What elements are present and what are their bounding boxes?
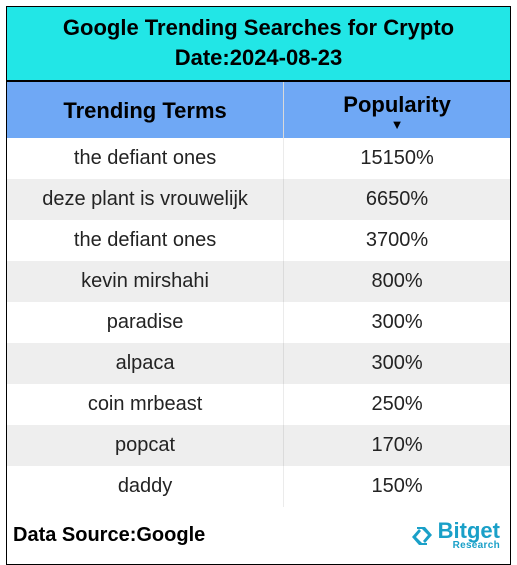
table-row: daddy150%: [7, 466, 510, 507]
brand-name: Bitget: [438, 521, 500, 541]
table-row: coin mrbeast250%: [7, 384, 510, 425]
cell-popularity: 6650%: [284, 179, 510, 220]
cell-popularity: 150%: [284, 466, 510, 507]
title-bar: Google Trending Searches for Crypto Date…: [7, 7, 510, 80]
cell-term: deze plant is vrouwelijk: [7, 179, 284, 220]
cell-popularity: 3700%: [284, 220, 510, 261]
col-header-popularity[interactable]: Popularity ▼: [284, 81, 510, 138]
cell-term: kevin mirshahi: [7, 261, 284, 302]
cell-popularity: 300%: [284, 302, 510, 343]
table-body: the defiant ones15150%deze plant is vrou…: [7, 138, 510, 507]
cell-popularity: 170%: [284, 425, 510, 466]
col-header-terms-label: Trending Terms: [63, 98, 226, 123]
data-source-label: Data Source:Google: [13, 524, 205, 547]
trending-table: Trending Terms Popularity ▼ the defiant …: [7, 80, 510, 507]
col-header-popularity-label: Popularity: [343, 92, 451, 117]
cell-popularity: 250%: [284, 384, 510, 425]
title-line-2: Date:2024-08-23: [11, 43, 506, 73]
table-row: paradise300%: [7, 302, 510, 343]
bitget-icon: [410, 524, 434, 548]
cell-term: the defiant ones: [7, 138, 284, 179]
cell-popularity: 300%: [284, 343, 510, 384]
cell-popularity: 800%: [284, 261, 510, 302]
table-row: alpaca300%: [7, 343, 510, 384]
cell-term: alpaca: [7, 343, 284, 384]
brand-subtitle: Research: [453, 541, 500, 550]
cell-term: coin mrbeast: [7, 384, 284, 425]
table-row: the defiant ones15150%: [7, 138, 510, 179]
cell-popularity: 15150%: [284, 138, 510, 179]
table-header-row: Trending Terms Popularity ▼: [7, 81, 510, 138]
cell-term: daddy: [7, 466, 284, 507]
footer: Data Source:Google Bitget Research: [7, 507, 510, 564]
cell-term: popcat: [7, 425, 284, 466]
cell-term: paradise: [7, 302, 284, 343]
table-row: the defiant ones3700%: [7, 220, 510, 261]
title-line-1: Google Trending Searches for Crypto: [11, 13, 506, 43]
table-row: deze plant is vrouwelijk6650%: [7, 179, 510, 220]
cell-term: the defiant ones: [7, 220, 284, 261]
brand-text: Bitget Research: [438, 521, 500, 550]
table-row: kevin mirshahi800%: [7, 261, 510, 302]
trending-card: Google Trending Searches for Crypto Date…: [6, 6, 511, 565]
col-header-terms[interactable]: Trending Terms: [7, 81, 284, 138]
sort-desc-icon: ▼: [290, 120, 504, 130]
brand-logo: Bitget Research: [410, 521, 500, 550]
table-row: popcat170%: [7, 425, 510, 466]
